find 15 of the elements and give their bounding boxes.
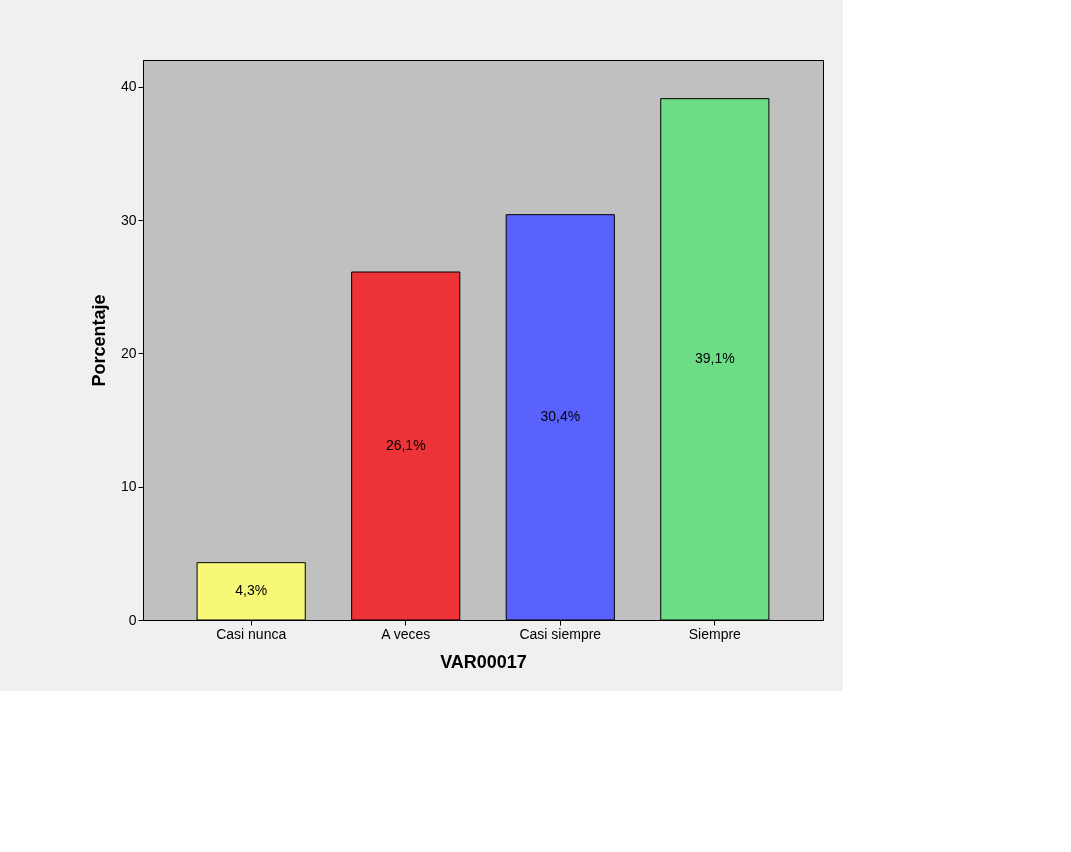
y-tick-label: 0 [128, 611, 137, 628]
y-tick-label: 30 [120, 211, 137, 228]
x-axis-title: VAR00017 [440, 651, 527, 672]
y-axis-title: Porcentaje [88, 294, 109, 387]
x-tick-label: Casi nunca [216, 625, 287, 642]
x-tick-label: Casi siempre [519, 625, 602, 642]
x-tick-label: A veces [381, 625, 431, 642]
data-label: 26,1% [385, 437, 426, 453]
data-label: 39,1% [694, 350, 735, 367]
y-tick-label: 10 [120, 478, 137, 495]
data-label: 30,4% [540, 408, 581, 425]
y-tick-label: 20 [120, 344, 137, 361]
data-label: 4,3% [235, 582, 268, 599]
x-tick-label: Siempre [688, 625, 742, 642]
y-tick-label: 40 [120, 78, 137, 95]
